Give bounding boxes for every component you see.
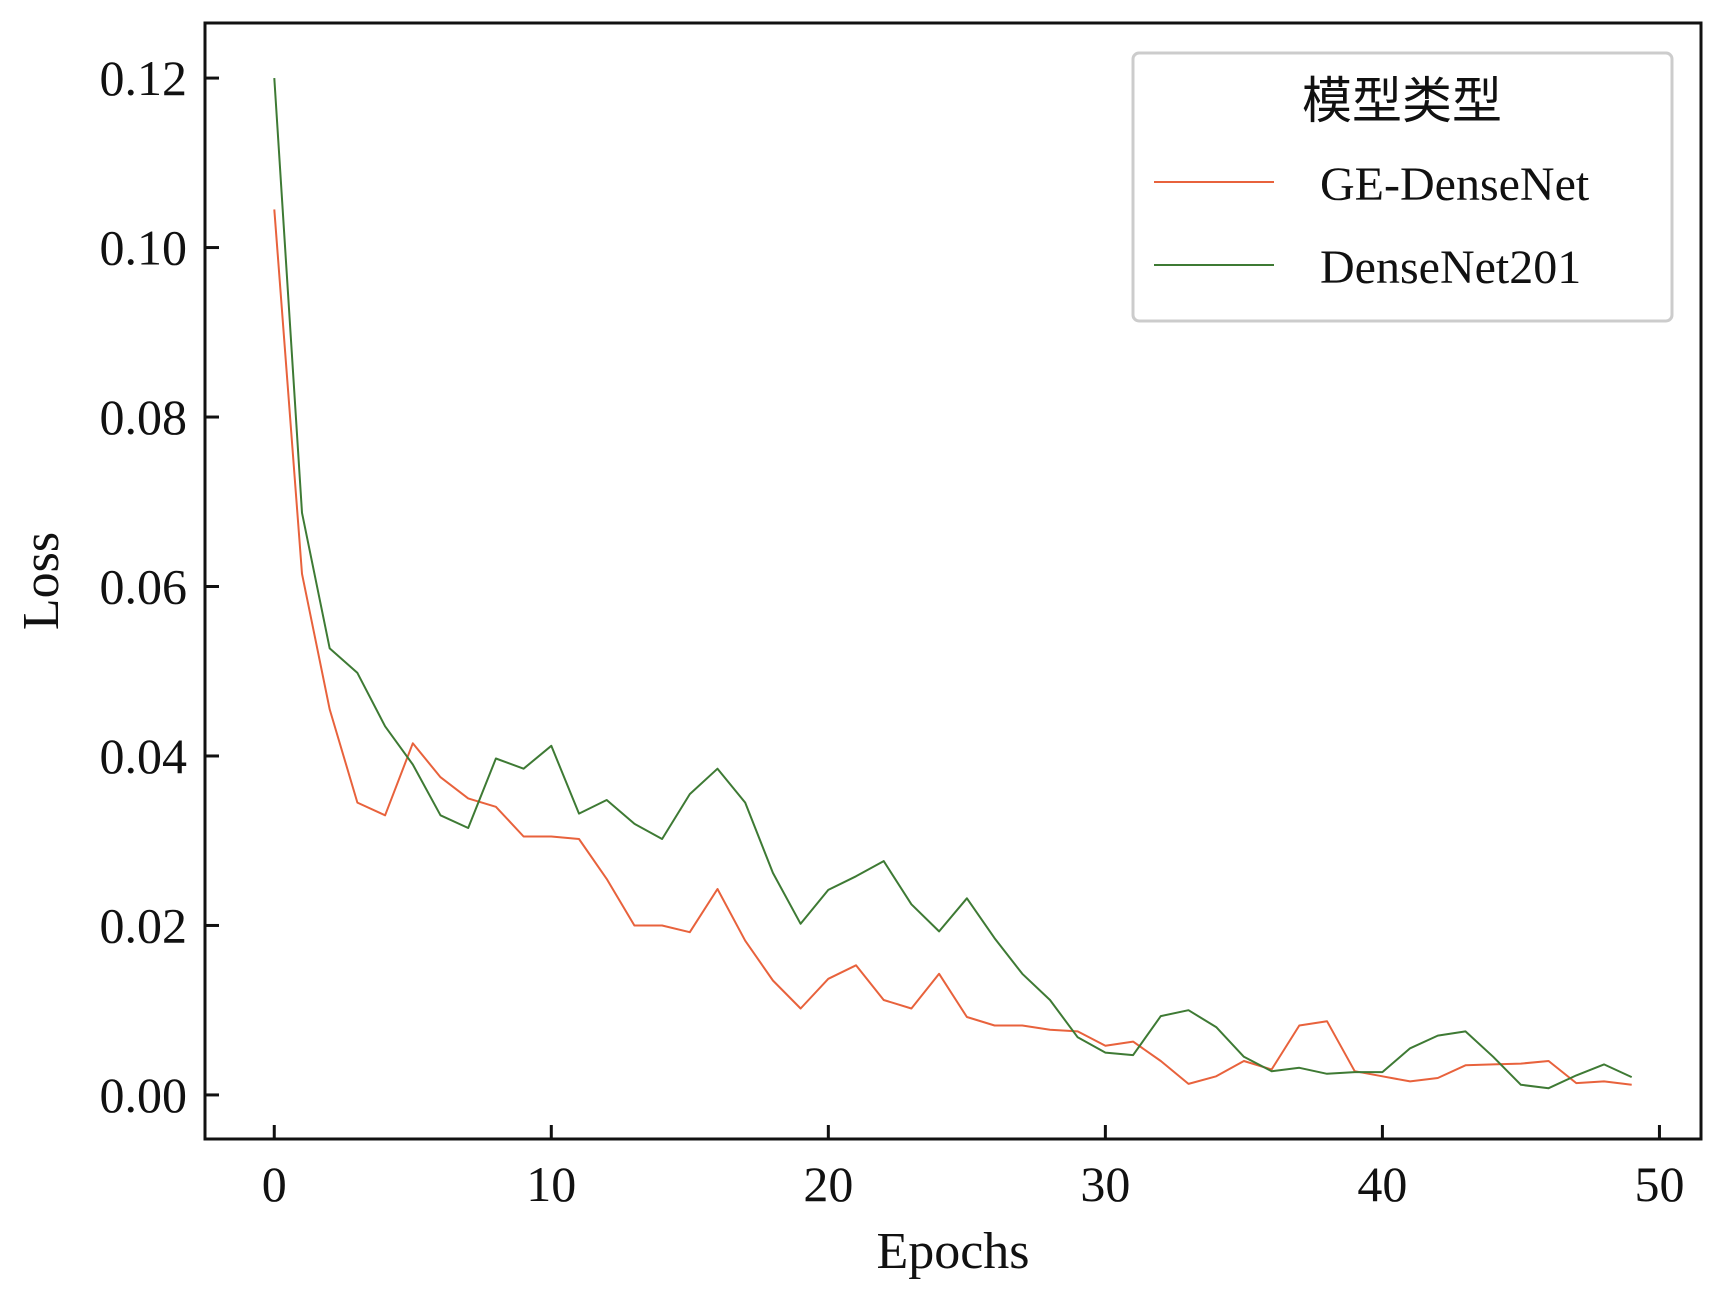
x-axis: 0 10 20 30 40 50: [262, 1125, 1684, 1212]
y-tick-label: 0.12: [100, 50, 188, 106]
legend-label-ge-densenet: GE-DenseNet: [1320, 158, 1590, 211]
x-tick-label: 0: [262, 1156, 287, 1212]
series-layer: [273, 78, 1633, 1090]
x-tick-label: 20: [803, 1156, 853, 1212]
y-axis: 0.00 0.02 0.04 0.06 0.08 0.10 0.12: [100, 50, 219, 1123]
y-tick-label: 0.00: [100, 1067, 188, 1123]
series-line-densenet201: [273, 78, 1633, 1090]
legend: 模型类型 GE-DenseNet DenseNet201: [1131, 51, 1674, 323]
series-line-ge-densenet: [273, 209, 1632, 1086]
y-tick-label: 0.04: [100, 728, 188, 784]
y-tick-label: 0.06: [100, 559, 188, 615]
y-axis-title: Loss: [13, 532, 70, 630]
x-tick-label: 30: [1080, 1156, 1130, 1212]
x-tick-label: 40: [1357, 1156, 1407, 1212]
y-tick-label: 0.08: [100, 389, 188, 445]
x-tick-label: 50: [1634, 1156, 1684, 1212]
y-tick-label: 0.02: [100, 897, 188, 953]
x-axis-title: Epochs: [876, 1223, 1029, 1280]
y-tick-label: 0.10: [100, 220, 188, 276]
x-tick-label: 10: [526, 1156, 576, 1212]
legend-title: 模型类型: [1302, 72, 1502, 130]
legend-box: [1131, 51, 1674, 323]
legend-label-densenet201: DenseNet201: [1320, 241, 1581, 294]
